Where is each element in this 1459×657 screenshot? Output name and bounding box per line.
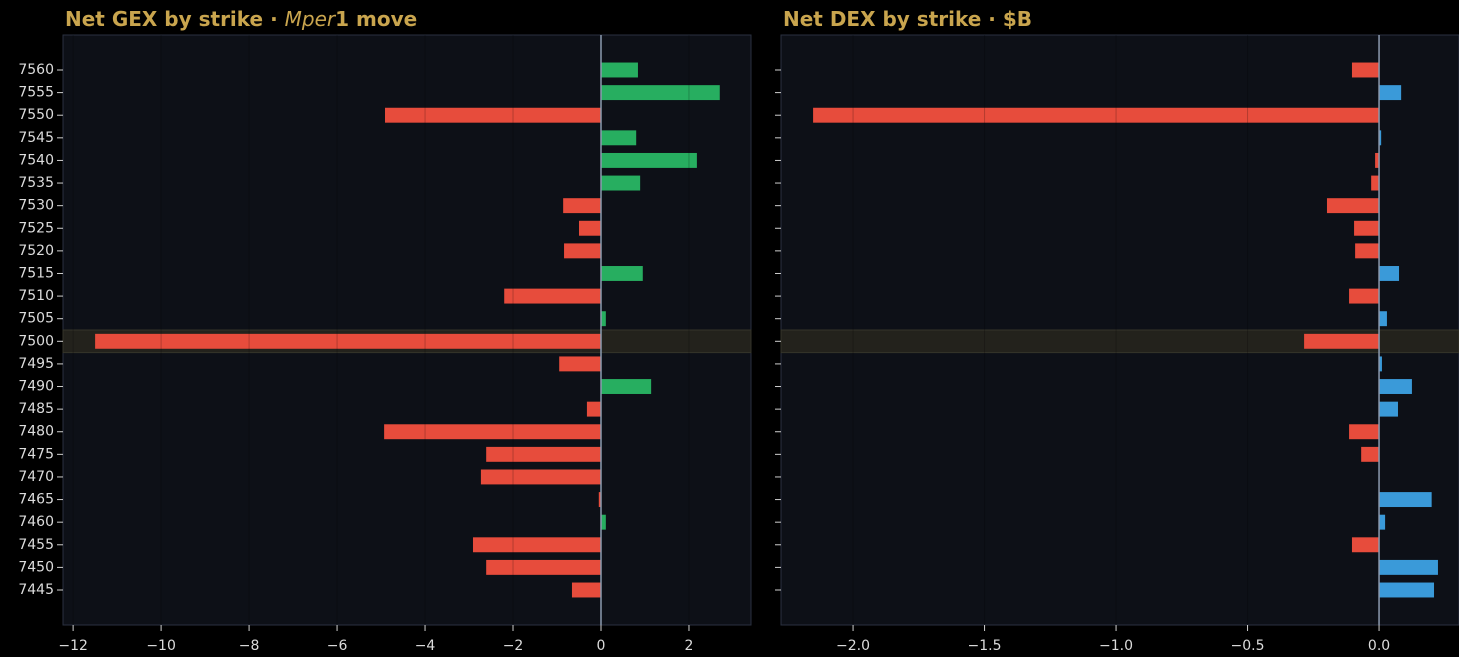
bar (600, 175, 641, 191)
y-tick-label: 7480 (18, 424, 54, 440)
x-tick-label: −10 (146, 638, 176, 654)
bar (586, 401, 601, 417)
y-tick-label: 7465 (18, 492, 54, 508)
x-tick-label: −1.0 (1099, 638, 1133, 654)
bar (1351, 537, 1380, 553)
y-tick-label: 7460 (18, 514, 54, 530)
bar (1379, 130, 1382, 146)
bar (813, 107, 1380, 123)
y-tick-label: 7485 (18, 401, 54, 417)
bar (1379, 85, 1402, 101)
chart-title: Net GEX by strike · Mper1 move (65, 7, 417, 31)
title-part: 1 move (335, 7, 417, 31)
x-tick-label: −8 (239, 638, 260, 654)
bar (1361, 446, 1380, 462)
y-tick-label: 7520 (18, 243, 54, 259)
bar (571, 582, 601, 598)
bar (1379, 266, 1400, 281)
bar (480, 469, 601, 485)
bar (600, 514, 606, 530)
x-tick-label: −6 (327, 638, 348, 654)
bar (563, 198, 601, 214)
x-tick-label: −0.5 (1231, 638, 1265, 654)
bar (1375, 152, 1380, 168)
bar (1371, 175, 1380, 191)
bar (1351, 62, 1380, 78)
bar (504, 288, 601, 304)
y-tick-label: 7510 (18, 288, 54, 304)
bar (385, 107, 601, 123)
x-tick-label: −1.5 (968, 638, 1002, 654)
bar (600, 85, 720, 101)
bar (1349, 288, 1380, 304)
y-tick-label: 7530 (18, 198, 54, 214)
y-tick-label: 7545 (18, 130, 54, 146)
bar (1379, 559, 1438, 575)
bar (1379, 492, 1432, 508)
bar (1379, 514, 1386, 530)
x-tick-label: −4 (415, 638, 436, 654)
bar (486, 446, 601, 462)
title-part: Net DEX by strike · $B (783, 7, 1032, 31)
bar (1379, 379, 1412, 394)
y-tick-label: 7455 (18, 537, 54, 553)
chart-title: Net DEX by strike · $B (783, 7, 1032, 31)
y-tick-label: 7525 (18, 220, 54, 236)
title-part: Net GEX by strike · (65, 7, 285, 31)
bar (600, 379, 652, 394)
y-tick-label: 7495 (18, 356, 54, 372)
bar (600, 311, 606, 327)
y-tick-label: 7450 (18, 559, 54, 575)
bar (472, 537, 601, 553)
bar (1304, 333, 1380, 349)
bar (1379, 311, 1387, 327)
x-tick-label: 2 (685, 638, 694, 654)
bar (600, 62, 638, 78)
y-tick-label: 7535 (18, 175, 54, 191)
bar (1379, 401, 1398, 417)
bar (1379, 582, 1435, 598)
bar (1326, 198, 1380, 214)
bar (579, 220, 601, 236)
y-tick-label: 7470 (18, 469, 54, 485)
y-tick-label: 7560 (18, 62, 54, 78)
y-tick-label: 7490 (18, 379, 54, 395)
bar (95, 333, 601, 349)
y-tick-label: 7500 (18, 333, 54, 349)
bar (600, 152, 697, 168)
bar (600, 266, 643, 281)
bar (1354, 220, 1380, 236)
y-tick-label: 7555 (18, 85, 54, 101)
bar (600, 130, 637, 146)
y-tick-label: 7445 (18, 582, 54, 598)
y-tick-label: 7550 (18, 107, 54, 123)
bar (598, 492, 601, 508)
bar (559, 356, 601, 372)
bar (1349, 424, 1380, 440)
x-tick-label: −2 (503, 638, 524, 654)
title-part: Mper (285, 7, 337, 31)
bar (564, 243, 601, 259)
bar (384, 424, 601, 440)
x-tick-label: −12 (58, 638, 88, 654)
bar (1379, 356, 1382, 372)
x-tick-label: 0 (597, 638, 606, 654)
bar (486, 559, 601, 575)
y-tick-label: 7505 (18, 311, 54, 327)
y-tick-label: 7475 (18, 446, 54, 462)
bar (1355, 243, 1380, 259)
x-tick-label: −2.0 (836, 638, 870, 654)
y-tick-label: 7515 (18, 265, 54, 281)
x-tick-label: 0.0 (1368, 638, 1390, 654)
y-tick-label: 7540 (18, 152, 54, 168)
